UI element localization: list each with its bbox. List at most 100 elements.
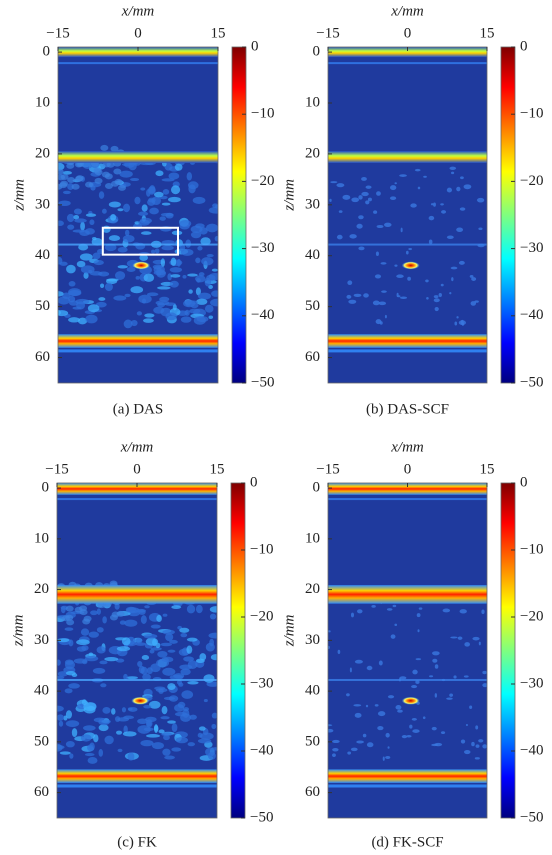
speckle <box>79 253 93 261</box>
speckle <box>375 251 379 257</box>
colorbar-tick-label: −10 <box>251 106 274 122</box>
speckle <box>375 319 382 325</box>
speckle <box>351 197 360 203</box>
speckle <box>144 313 155 318</box>
speckle <box>174 711 188 717</box>
speckle <box>357 609 363 614</box>
speckle <box>346 294 352 299</box>
speckle <box>459 207 466 211</box>
speckle <box>179 627 190 633</box>
speckle <box>440 203 444 206</box>
colorbar-tick-label: −50 <box>250 809 273 825</box>
speckle <box>385 732 390 738</box>
speckle <box>73 208 82 215</box>
speckle <box>58 720 64 727</box>
speckle <box>172 304 177 311</box>
colorbar-tick-label: −30 <box>520 240 543 256</box>
colorbar-tick-label: −10 <box>520 106 543 122</box>
speckle <box>83 725 96 731</box>
bottom-echo <box>328 349 487 353</box>
speckle <box>208 315 214 319</box>
speckle <box>161 706 168 715</box>
speckle <box>476 197 485 203</box>
surface-band <box>328 47 487 58</box>
speckle <box>208 284 213 290</box>
speckle <box>57 638 70 643</box>
speckle <box>328 645 330 650</box>
speckle <box>431 726 437 731</box>
y-tick-label: 50 <box>34 733 49 749</box>
speckle <box>87 744 94 752</box>
speckle <box>180 316 192 323</box>
speckle <box>92 252 101 260</box>
speckle <box>365 704 369 708</box>
colorbar-tick-label: −40 <box>251 307 274 323</box>
speckle <box>168 172 180 180</box>
speckle <box>380 262 387 265</box>
speckle <box>433 202 436 207</box>
speckle <box>396 292 399 298</box>
speckle <box>65 670 76 676</box>
y-tick-label: 20 <box>35 145 50 161</box>
speckle <box>470 301 477 306</box>
speckle <box>84 655 99 662</box>
speckle <box>156 614 162 623</box>
speckle <box>102 208 107 214</box>
speckle <box>160 258 166 267</box>
colorbar-tick-label: −40 <box>520 307 543 323</box>
colorbar-tick-label: 0 <box>520 474 528 490</box>
speckle <box>332 748 339 752</box>
speckle <box>347 751 352 755</box>
speckle <box>130 319 138 327</box>
speckle <box>348 299 357 304</box>
speckle <box>212 203 218 208</box>
speckle <box>164 755 175 760</box>
speckle <box>374 704 379 707</box>
colorbar-tick-label: −40 <box>520 742 543 758</box>
colorbar-tick-label: −20 <box>251 173 274 189</box>
speckle <box>478 641 481 646</box>
speckle <box>197 246 203 251</box>
speckle <box>417 629 420 633</box>
speckle <box>481 609 485 615</box>
x-tick-label: 0 <box>133 461 141 477</box>
speckle <box>211 712 217 719</box>
speckle <box>82 659 88 665</box>
speckle <box>208 272 218 281</box>
speckle <box>165 212 174 219</box>
speckle <box>399 676 407 680</box>
speckle <box>57 743 63 752</box>
speckle <box>71 183 80 190</box>
speckle <box>69 753 74 759</box>
speckle <box>358 246 365 251</box>
speckle <box>140 739 154 747</box>
speckle <box>123 673 128 681</box>
speckle <box>440 283 444 287</box>
point-target <box>131 696 150 705</box>
image <box>328 483 487 818</box>
speckle <box>187 660 198 669</box>
speckle <box>119 170 133 178</box>
y-axis-label: z/mm <box>281 614 297 647</box>
x-tick-label: −15 <box>45 461 68 477</box>
speckle <box>62 171 72 175</box>
speckle <box>67 177 76 184</box>
speckle <box>361 191 369 197</box>
speckle <box>363 293 369 298</box>
speckle <box>201 257 214 266</box>
speckle <box>187 742 196 747</box>
bottom-band <box>58 334 218 348</box>
speckle <box>121 707 127 713</box>
speckle <box>72 229 85 233</box>
speckle <box>456 227 464 232</box>
colorbar-tick-label: −50 <box>520 374 543 390</box>
speckle <box>126 266 136 273</box>
speckle <box>98 724 109 732</box>
speckle <box>88 269 93 274</box>
speckle <box>116 730 123 735</box>
colorbar-tick-label: −50 <box>251 374 274 390</box>
y-tick-label: 20 <box>305 581 320 597</box>
speckle <box>139 217 152 224</box>
speckle <box>190 302 199 309</box>
speckle <box>199 227 208 235</box>
